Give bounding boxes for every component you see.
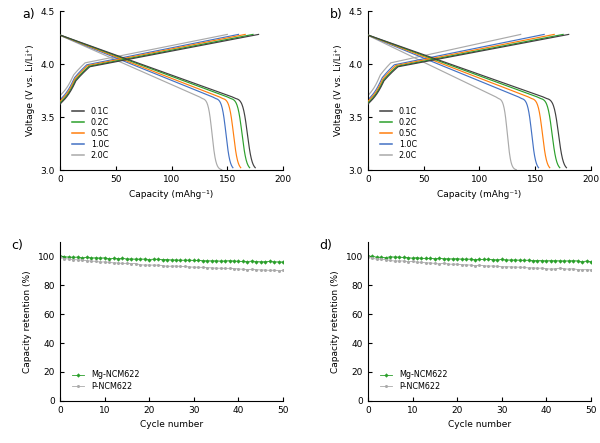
Legend: Mg-NCM622, P-NCM622: Mg-NCM622, P-NCM622 [71,369,141,392]
P-NCM622 [436,261,443,267]
Legend: 0.1C, 0.2C, 0.5C, 1.0C, 2.0C: 0.1C, 0.2C, 0.5C, 1.0C, 2.0C [71,105,111,161]
Mg-NCM622 [364,253,371,259]
Legend: Mg-NCM622, P-NCM622: Mg-NCM622, P-NCM622 [379,369,449,392]
Mg-NCM622 [128,256,135,261]
Line: P-NCM622: P-NCM622 [367,256,593,272]
Mg-NCM622 [217,258,224,264]
P-NCM622 [275,268,282,273]
P-NCM622 [364,255,371,260]
P-NCM622 [431,261,439,266]
P-NCM622 [587,267,595,272]
Mg-NCM622 [436,256,443,261]
X-axis label: Cycle number: Cycle number [448,420,511,429]
Text: c): c) [11,239,23,252]
Line: P-NCM622: P-NCM622 [58,256,284,272]
P-NCM622 [413,260,421,265]
Mg-NCM622 [280,259,287,264]
Mg-NCM622 [56,253,64,259]
P-NCM622 [583,267,590,272]
Line: Mg-NCM622: Mg-NCM622 [58,255,284,264]
Mg-NCM622 [587,259,595,264]
Mg-NCM622 [106,256,113,261]
Mg-NCM622 [413,255,421,260]
Y-axis label: Capacity retention (%): Capacity retention (%) [331,270,340,373]
Mg-NCM622 [525,257,532,263]
P-NCM622 [525,265,532,271]
P-NCM622 [512,264,519,270]
P-NCM622 [128,261,135,266]
P-NCM622 [217,265,224,271]
Y-axis label: Voltage (V vs. Li/Li⁺): Voltage (V vs. Li/Li⁺) [334,45,343,136]
Text: b): b) [330,8,343,21]
Y-axis label: Voltage (V vs. Li/Li⁺): Voltage (V vs. Li/Li⁺) [26,45,35,136]
Legend: 0.1C, 0.2C, 0.5C, 1.0C, 2.0C: 0.1C, 0.2C, 0.5C, 1.0C, 2.0C [379,105,419,161]
X-axis label: Cycle number: Cycle number [140,420,203,429]
Text: a): a) [22,8,35,21]
Mg-NCM622 [203,258,211,264]
Text: d): d) [319,239,332,252]
Line: Mg-NCM622: Mg-NCM622 [367,255,593,264]
Mg-NCM622 [578,259,586,264]
Mg-NCM622 [431,256,439,261]
P-NCM622 [271,268,278,273]
P-NCM622 [124,261,131,266]
Mg-NCM622 [512,257,519,263]
X-axis label: Capacity (mAhg⁻¹): Capacity (mAhg⁻¹) [437,190,521,198]
Mg-NCM622 [275,259,282,264]
Mg-NCM622 [124,256,131,262]
Y-axis label: Capacity retention (%): Capacity retention (%) [23,270,32,373]
P-NCM622 [106,260,113,265]
Mg-NCM622 [583,258,590,264]
X-axis label: Capacity (mAhg⁻¹): Capacity (mAhg⁻¹) [130,190,214,198]
P-NCM622 [56,255,64,260]
P-NCM622 [203,265,211,270]
P-NCM622 [280,268,287,273]
